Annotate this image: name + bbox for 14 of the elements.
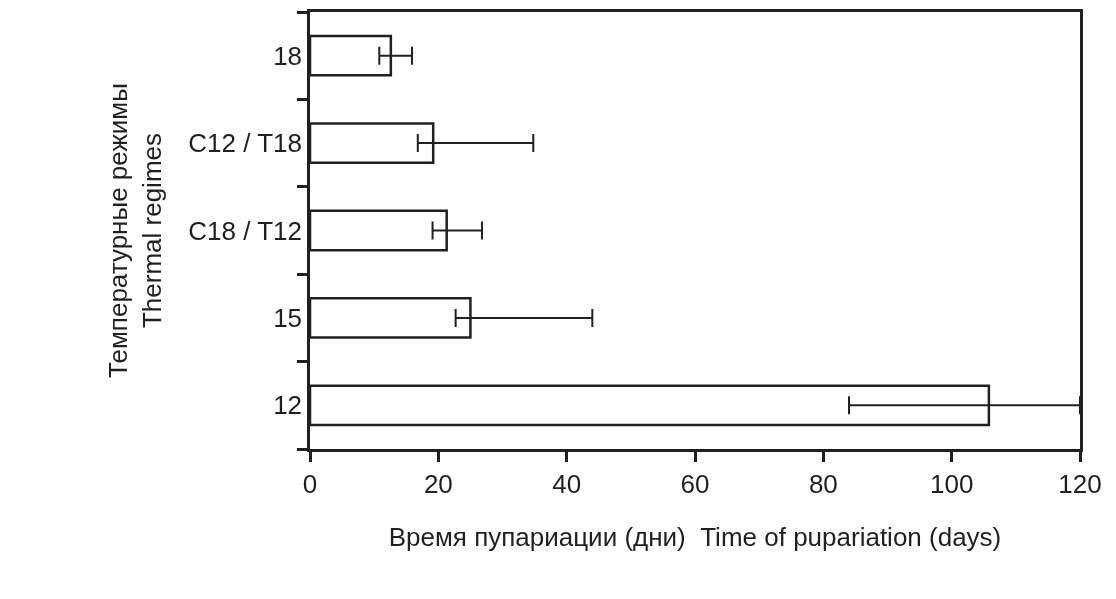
y-axis-title: Температурные режимы Thermal regimes (102, 83, 167, 378)
x-tick-label: 120 (1058, 468, 1102, 499)
y-tick-label: 15 (273, 303, 303, 333)
x-tick-label: 0 (302, 468, 318, 499)
x-tick-label: 20 (423, 468, 453, 499)
y-tick-label: C12 / T18 (188, 128, 303, 159)
y-tick-label: C18 / T12 (188, 215, 303, 246)
y-tick-label: 18 (273, 40, 303, 71)
x-axis-title: Время пупариации (дни) Time of pupariation (days) (388, 521, 1002, 552)
x-tick-label: 100 (929, 468, 974, 499)
y-tick-label: 12 (273, 390, 303, 421)
x-tick-label: 80 (808, 468, 838, 499)
x-tick-label: 40 (552, 468, 582, 499)
x-tick-label: 60 (680, 468, 710, 499)
